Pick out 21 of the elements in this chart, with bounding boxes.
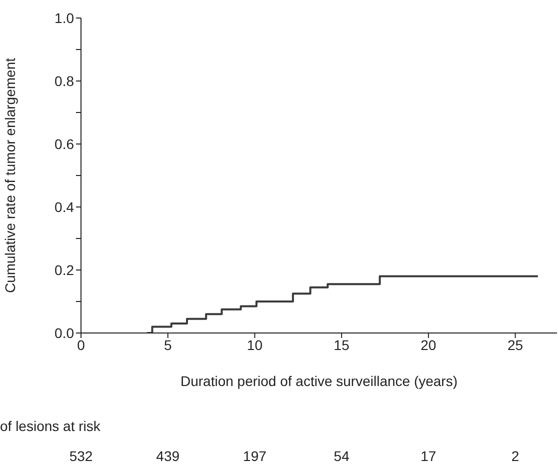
y-tick-label: 0.6 [54,136,74,152]
text: 2 [510,448,520,464]
y-tick-label: 1.0 [54,10,74,26]
text: 54 [332,448,350,464]
y-tick-label: 0.4 [54,198,74,215]
y-tick-label: 0.8 [54,72,74,89]
x-tick-label: 10 [246,336,263,353]
text: 439 [155,448,181,464]
y-tick-label: 0.0 [54,324,74,341]
x-axis-title: Duration period of active surveillance (years) [180,373,458,389]
x-tick-label: 0 [77,336,86,353]
x-tick-label: 25 [508,336,524,353]
x-tick-label: 20 [420,336,436,353]
text: 197 [242,448,268,464]
y-tick-label: 0.2 [54,262,74,278]
x-tick-label: 15 [334,336,350,353]
text: 17 [420,448,438,464]
text: 532 [68,448,94,464]
text: of lesions at risk [0,418,100,434]
y-axis-title: Cumulative rate of tumor enlargement [2,58,18,293]
x-tick-label: 5 [164,336,172,353]
